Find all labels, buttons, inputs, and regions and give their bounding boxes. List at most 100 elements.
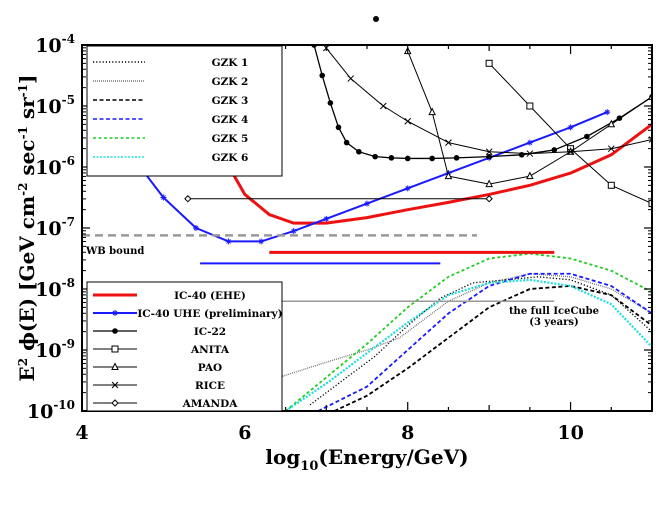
point-ic-40-uhe-preliminary [364,200,370,207]
series-ic-40-ehe [231,123,652,225]
x-tick-label: 8 [401,422,414,444]
legend-label-gzk-1: GZK 1 [212,57,249,69]
legend-label-gzk-5: GZK 5 [212,133,249,145]
point-rice [567,148,574,156]
series-line-ic-40-uhe-preliminary [130,111,608,243]
x-tick-label: 4 [75,422,88,444]
series-ic-40-uhe-preliminary [127,109,611,245]
point-anita [485,59,493,67]
legend-label-ic-40-ehe: IC-40 (EHE) [174,290,246,302]
series-gzk-5 [284,252,652,411]
legend-label-gzk-6: GZK 6 [212,152,249,164]
point-pao [428,107,436,116]
y-tick-label: 10-7 [35,215,75,240]
point-ic-40-uhe-preliminary [160,194,167,201]
point-rice [607,145,615,153]
point-ic-40-uhe-preliminary [526,139,533,146]
point-ic-22 [551,147,558,153]
legend-label-rice: RICE [195,380,225,392]
point-amanda [184,195,192,203]
point-rice [485,148,493,156]
series-rice [322,45,652,157]
limit-legend: IC-40 (EHE) IC-40 UHE (preliminary) IC-22 A… [86,281,283,412]
axis-ticks: 4 6 8 10 10-10 10-9 10-8 10-7 10-6 10-5 10-4 [27,32,653,444]
point-ic-40-uhe-preliminary [604,109,611,116]
point-rice [347,75,355,82]
point-ic-40-uhe-preliminary [404,185,411,192]
y-tick-label: 10-8 [35,276,75,301]
point-pao [607,119,616,128]
legend-label-gzk-4: GZK 4 [212,114,249,126]
x-tick-label: 6 [238,422,251,444]
series-gzk-6 [284,278,652,411]
stray-dot [373,16,379,22]
x-tick-label: 10 [557,422,583,444]
point-ic-40-uhe-preliminary [290,228,297,235]
x-axis-label: log10(Energy/GeV) [265,445,468,474]
point-ic-22 [356,148,362,155]
point-ic-40-uhe-preliminary [225,238,232,245]
point-rice [404,117,412,125]
y-tick-label: 10-5 [35,93,75,118]
point-ic-22 [343,139,350,146]
point-anita [607,181,615,189]
legend-label-amanda: AMANDA [182,398,239,410]
point-ic-22 [388,155,395,161]
point-ic-22 [486,153,492,160]
legend-marker-anita [111,345,119,353]
legend-marker-amanda [111,399,119,407]
point-ic-22 [327,100,334,106]
series-gzk-2 [269,273,652,382]
point-ic-22 [584,133,590,140]
point-anita [526,102,534,110]
series-gzk-1 [309,276,652,406]
series-anita [485,59,652,208]
limit-legend-box [86,281,283,412]
y-tick-label: 10-6 [35,154,75,179]
legend-label-gzk-3: GZK 3 [212,95,249,107]
y-tick-label: 10-9 [35,337,75,362]
series-line-gzk-4 [317,272,652,411]
wb-bound-label: WB bound [85,246,144,257]
series-ic-22 [311,45,652,162]
series-line-gzk-2 [269,273,652,382]
point-ic-40-uhe-preliminary [323,215,330,222]
series-line-rice [325,47,652,155]
point-anita [648,200,652,208]
point-ic-40-uhe-preliminary [258,238,265,245]
series-amanda [184,195,493,203]
legend-marker-ic-40-uhe-preliminary [112,310,118,316]
point-amanda [485,195,493,203]
point-pao [444,171,453,180]
model-legend-box [86,45,283,177]
legend-label-gzk-2: GZK 2 [212,76,249,88]
point-ic-22 [319,72,326,79]
point-ic-22 [335,124,342,131]
series-line-anita [488,62,652,205]
point-rice [379,102,387,110]
model-legend: GZK 1 GZK 2 GZK 3 GZK 4 GZK 5 GZK 6 [86,45,283,177]
point-pao [485,179,493,188]
series-line-gzk-6 [284,278,652,411]
point-ic-22 [404,155,411,162]
point-rice [526,150,534,157]
horizontal-lines [82,234,555,302]
point-ic-22 [453,155,460,161]
legend-marker-ic-22 [112,328,118,334]
series-line-gzk-1 [309,276,652,406]
point-ic-22 [429,155,435,162]
point-ic-40-uhe-preliminary [193,225,199,231]
legend-label-pao: PAO [198,362,222,374]
y-axis-label: E2 ϕ(E) [GeV cm-2 sec-1 sr-1] [15,74,39,381]
series-line-ic-22 [313,45,652,160]
series-line-ic-40-ehe [231,123,652,225]
full-icecube-years-label: (3 years) [529,317,578,328]
full-icecube-label: the full IceCube [509,306,599,317]
legend-label-ic-40-uhe-preliminary: IC-40 UHE (preliminary) [137,308,282,320]
point-pao [526,171,534,180]
legend-label-ic-22: IC-22 [194,326,226,338]
series-line-pao [407,50,652,185]
series-line-gzk-3 [334,285,652,411]
legend-marker-rice [111,381,119,389]
